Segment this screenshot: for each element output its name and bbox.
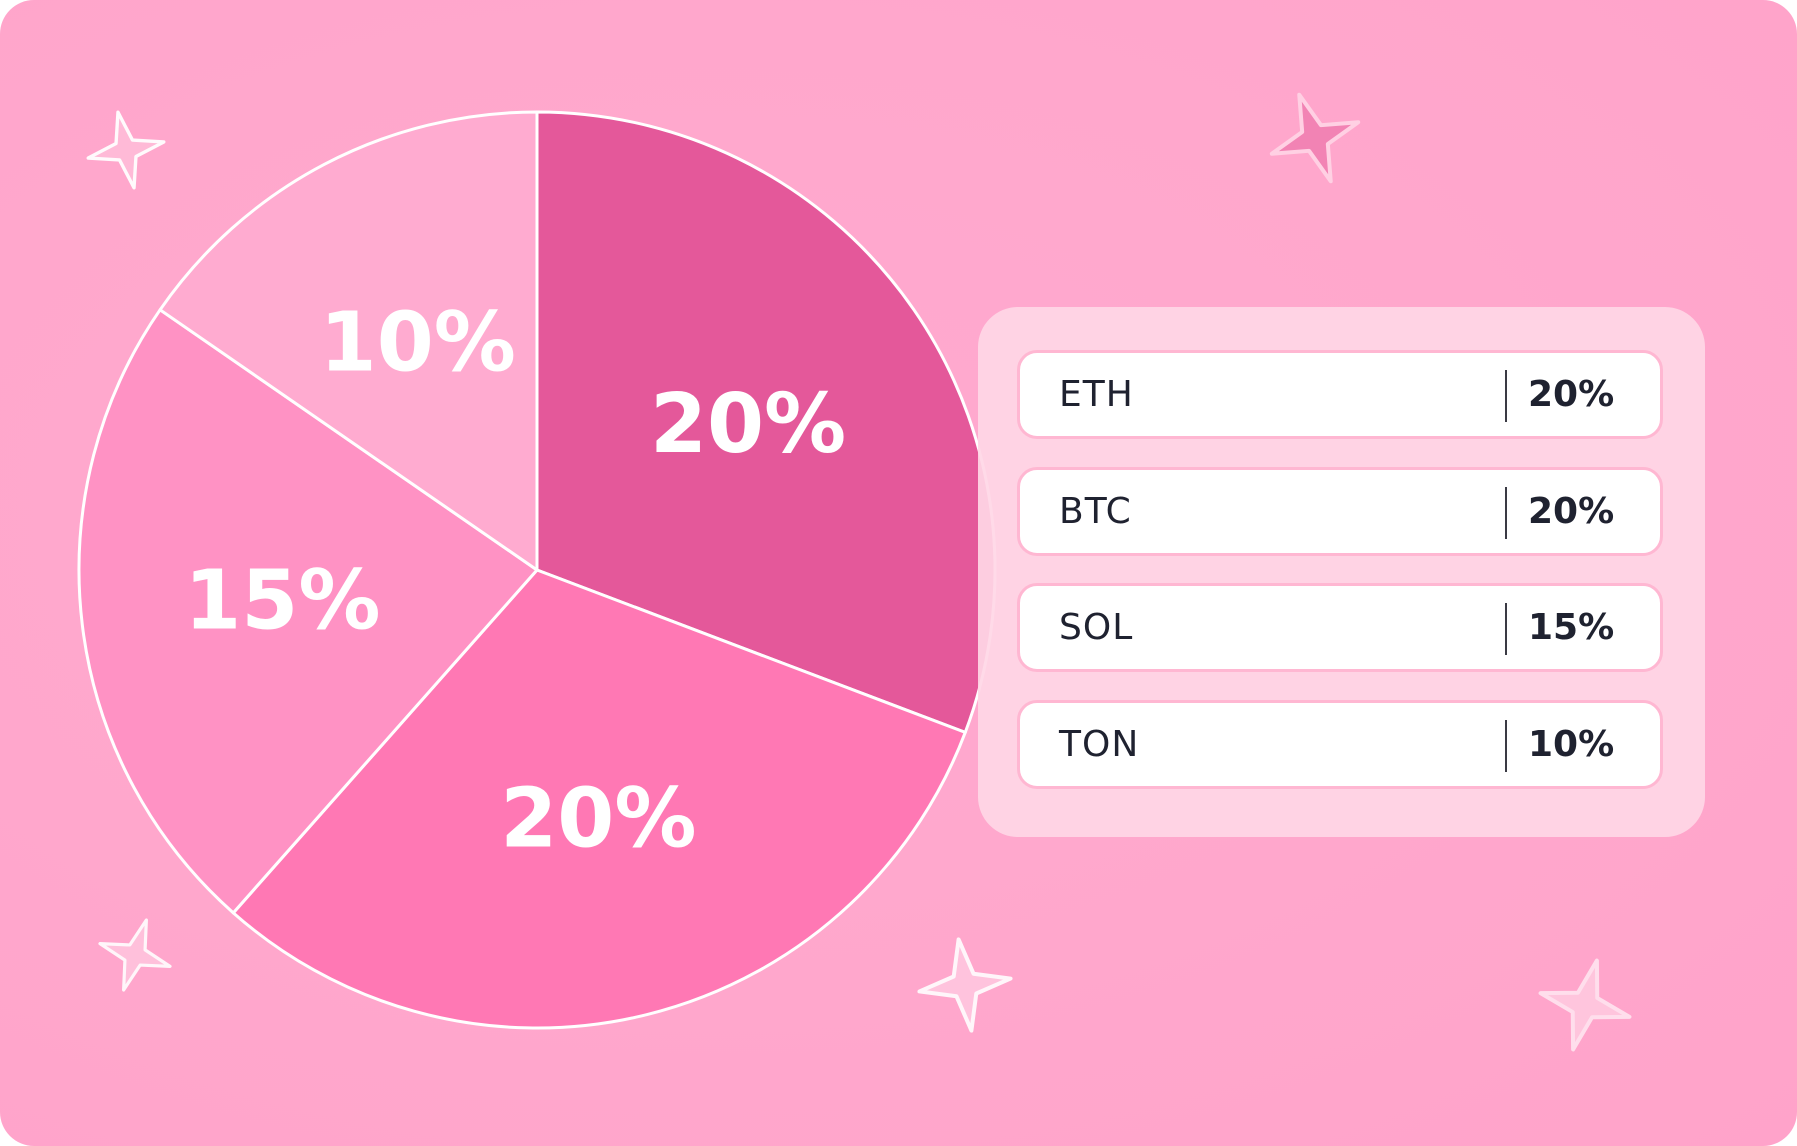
legend-name: ETH	[1059, 374, 1134, 415]
sparkle-icon	[1269, 92, 1361, 184]
sparkle-icon	[98, 918, 172, 992]
legend-divider	[1505, 487, 1507, 539]
legend-divider	[1505, 720, 1507, 772]
legend-row-eth: ETH 20%	[1017, 350, 1663, 439]
legend-panel: ETH 20% BTC 20% SOL 15% TON 10%	[978, 307, 1705, 837]
legend-row-ton: TON 10%	[1017, 700, 1663, 789]
pie-slice-label: 15%	[184, 553, 380, 648]
sparkle-icon	[86, 110, 166, 190]
legend-row-sol: SOL 15%	[1017, 583, 1663, 672]
sparkle-icon	[917, 937, 1013, 1033]
legend-row-btc: BTC 20%	[1017, 467, 1663, 556]
legend-name: SOL	[1059, 607, 1134, 648]
legend-value: 20%	[1528, 491, 1615, 532]
legend-name: TON	[1059, 724, 1140, 765]
pie-slice-label: 10%	[320, 295, 516, 390]
legend-value: 10%	[1528, 724, 1615, 765]
pie-slice-label: 20%	[650, 377, 846, 472]
pie-slice	[77, 308, 539, 915]
legend-divider	[1505, 603, 1507, 655]
legend-value: 20%	[1528, 374, 1615, 415]
pie-slice-label: 20%	[500, 772, 696, 867]
legend-divider	[1505, 370, 1507, 422]
pie-slice	[158, 110, 539, 572]
legend-value: 15%	[1528, 607, 1615, 648]
sparkle-icon	[1538, 958, 1632, 1052]
pie-slice	[231, 568, 967, 1030]
legend-name: BTC	[1059, 491, 1132, 532]
